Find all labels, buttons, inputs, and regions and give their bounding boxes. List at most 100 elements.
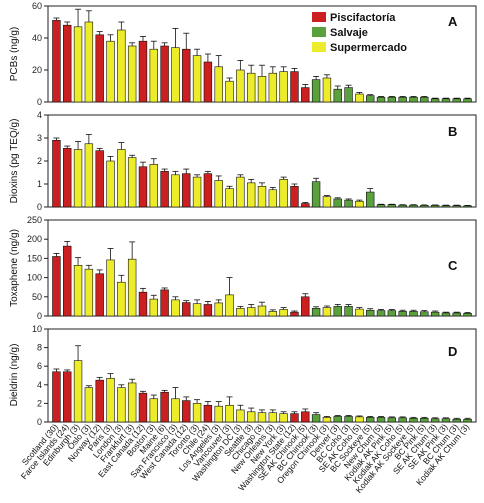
- panel-b-ytick-label-1: 1: [37, 179, 42, 189]
- panel-d-bar-14: [203, 404, 213, 423]
- panel-d-bar-8: [138, 392, 148, 423]
- panel-b-bar-28: [355, 200, 364, 208]
- panel-c-bar-5: [106, 259, 115, 317]
- panel-d-bar-12: [182, 400, 191, 423]
- panel-d-bar-30: [376, 417, 386, 423]
- panel-c-bar-29: [366, 309, 375, 317]
- panel-a-bar-2: [73, 26, 83, 103]
- panel-d-bar-31: [387, 417, 397, 423]
- panel-b-bar-12: [182, 173, 191, 208]
- panel-a-bar-22: [290, 71, 299, 103]
- panel-c-bar-28: [355, 308, 364, 317]
- panel-a-bar-30: [376, 96, 386, 103]
- panel-c-bar-23: [301, 296, 310, 317]
- panel-c-bar-24: [311, 308, 321, 317]
- panel-b-bar-18: [246, 182, 256, 208]
- panel-d-bar-34: [420, 417, 429, 423]
- panel-a-letter: A: [448, 14, 458, 29]
- panel-d-bar-23: [301, 411, 310, 423]
- panel-c-ytick-label-4: 200: [27, 234, 42, 244]
- panel-c-letter: C: [448, 258, 458, 273]
- panel-a-bar-23: [301, 87, 310, 103]
- panel-c-bar-11: [171, 299, 180, 317]
- panel-c-bar-9: [149, 298, 158, 317]
- panel-a-bar-25: [322, 77, 332, 103]
- panel-c-bar-21: [279, 309, 288, 317]
- panel-b-bar-22: [290, 186, 299, 208]
- panel-a-bar-27: [344, 87, 353, 103]
- panel-a-ytick-label-0: 0: [37, 97, 42, 107]
- panel-d-bar-7: [127, 382, 137, 423]
- panel-a-bar-11: [171, 47, 180, 103]
- legend-swatch-supermarket: [312, 42, 326, 52]
- panel-b-bar-26: [333, 198, 342, 208]
- panel-c-bar-25: [322, 307, 332, 317]
- panel-a-bar-9: [149, 48, 158, 103]
- panel-b-bar-14: [203, 173, 213, 208]
- panel-b-bar-11: [171, 174, 180, 208]
- panel-b-ytick-label-0: 0: [37, 202, 42, 212]
- panel-d-bar-26: [333, 416, 342, 423]
- panel-c-bar-3: [84, 268, 94, 317]
- panel-b-bar-20: [268, 189, 278, 208]
- panel-d-bar-38: [463, 418, 472, 423]
- panel-d-bar-22: [290, 413, 299, 423]
- panel-c-bar-34: [420, 311, 429, 317]
- panel-c-ytick-label-1: 50: [32, 292, 42, 302]
- panel-c-bar-31: [387, 310, 397, 317]
- panel-a-bar-37: [452, 98, 461, 103]
- panel-b-bar-30: [376, 204, 386, 208]
- panel-c-bar-8: [138, 291, 148, 317]
- panel-d-bar-6: [117, 387, 126, 423]
- panel-d-ytick-label-3: 6: [37, 361, 42, 371]
- panel-a-bar-26: [333, 88, 342, 103]
- panel-d-bar-36: [441, 418, 451, 423]
- panel-a-bar-28: [355, 93, 364, 103]
- panel-a-bar-33: [409, 96, 418, 103]
- panel-d-ylabel: Dieldrin (ng/g): [9, 344, 20, 407]
- panel-b-bar-7: [127, 157, 137, 208]
- panel-c-bar-18: [246, 307, 256, 317]
- panel-b-ylabel: Dioxins (pg TEQ/g): [9, 119, 20, 204]
- panel-a-ytick-label-1: 20: [32, 65, 42, 75]
- panel-a-bar-19: [257, 76, 267, 103]
- panel-a-ytick-label-2: 40: [32, 33, 42, 43]
- legend-label-farmed: Piscifactoría: [330, 12, 396, 24]
- panel-c-ytick-label-5: 250: [27, 215, 42, 225]
- panel-a-bar-0: [52, 20, 61, 103]
- panel-d-bar-3: [84, 387, 94, 423]
- panel-d-ytick-label-4: 8: [37, 343, 42, 353]
- panel-b-bar-21: [279, 179, 288, 208]
- panel-d-ytick-label-0: 0: [37, 417, 42, 427]
- panel-d-bar-20: [268, 412, 278, 423]
- panel-c-bar-37: [452, 312, 461, 317]
- panel-a-bar-12: [182, 48, 191, 103]
- panel-b-bar-34: [420, 205, 429, 208]
- panel-b-bar-27: [344, 199, 353, 208]
- panel-b-bar-0: [52, 140, 61, 208]
- panel-d-ytick-label-1: 2: [37, 398, 42, 408]
- panel-a-bar-7: [127, 45, 137, 103]
- panel-c-bar-1: [63, 245, 72, 317]
- panel-c-bar-27: [344, 306, 353, 317]
- panel-c-bar-2: [73, 265, 83, 317]
- panel-b-bar-8: [138, 166, 148, 208]
- panel-b-bar-13: [192, 176, 202, 208]
- panel-a-bar-16: [225, 80, 234, 103]
- panel-a-bar-1: [63, 24, 72, 103]
- panel-a-bar-6: [117, 29, 126, 103]
- panel-a-bar-34: [420, 96, 429, 103]
- panel-d-bar-15: [214, 405, 223, 423]
- panel-b-bar-37: [452, 205, 461, 208]
- panel-d-bar-29: [366, 417, 375, 423]
- panel-b-bar-10: [160, 171, 169, 208]
- panel-a-ylabel: PCBs (ng/g): [9, 27, 20, 81]
- panel-c-bar-19: [257, 305, 267, 317]
- panel-a-bar-31: [387, 96, 397, 103]
- panel-a-bar-38: [463, 98, 472, 103]
- panel-d-bar-21: [279, 413, 288, 423]
- panel-d-bar-1: [63, 371, 72, 423]
- panel-d-bar-35: [430, 418, 440, 423]
- panel-d-bar-25: [322, 417, 332, 423]
